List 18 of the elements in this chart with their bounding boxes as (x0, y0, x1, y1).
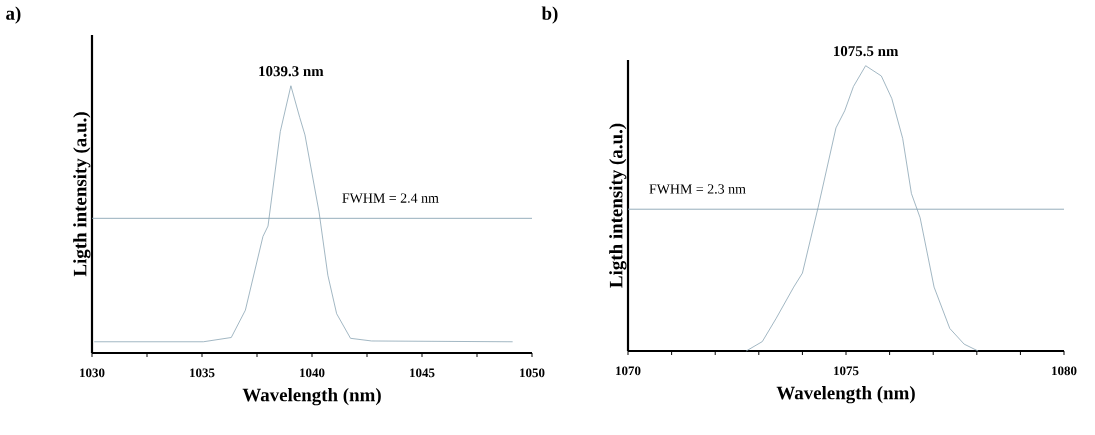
x-tick-label: 1070 (616, 366, 641, 376)
x-tick-label: 1040 (300, 368, 325, 378)
x-tick-label: 1045 (410, 368, 435, 378)
y-axis-title: Ligth intensity (a.u.) (609, 123, 627, 288)
text: 1075.5 nm (834, 46, 899, 57)
x-axis-title: Wavelength (nm) (242, 388, 381, 406)
chart-title: b) (541, 6, 558, 24)
x-tick-label: 1080 (1052, 366, 1077, 376)
x-tick-label: 1030 (80, 368, 105, 378)
x-tick-label: 1075 (834, 366, 859, 376)
text: 1039.3 nm (259, 66, 324, 77)
y-axis-title: Ligth intensity (a.u.) (73, 112, 91, 277)
x-tick-label: 1050 (520, 368, 545, 378)
x-tick-label: 1035 (190, 368, 215, 378)
x-axis-title: Wavelength (nm) (776, 386, 915, 404)
annotation: FWHM = 2.4 nm (342, 193, 439, 203)
annotation: FWHM = 2.3 nm (649, 184, 746, 194)
chart-title: a) (6, 6, 21, 24)
